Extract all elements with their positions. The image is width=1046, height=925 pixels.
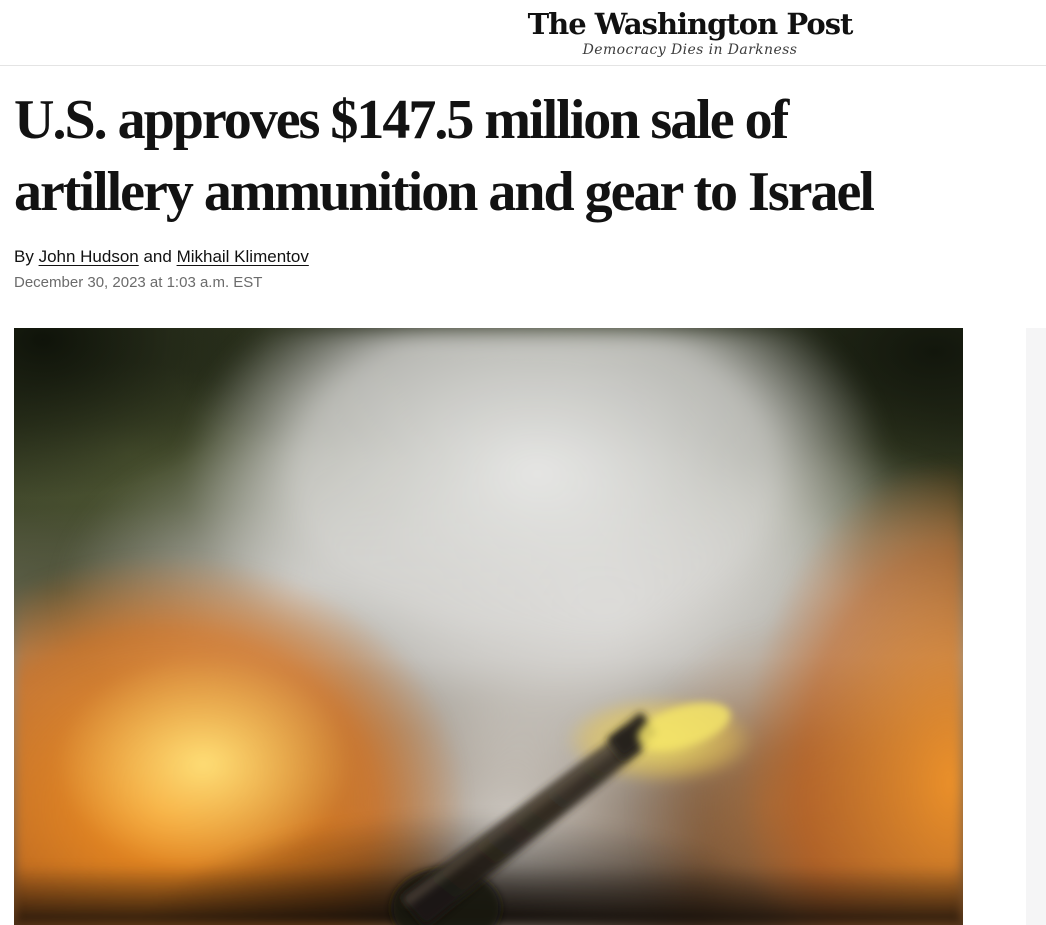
byline: By John Hudson and Mikhail Klimentov — [14, 246, 309, 268]
sidebar-content-edge — [1026, 328, 1046, 925]
article-hero-image — [14, 328, 963, 925]
headline-line-1: U.S. approves $147.5 million sale of — [14, 89, 789, 151]
author-link-john-hudson[interactable]: John Hudson — [38, 247, 139, 266]
byline-separator: and — [138, 247, 177, 266]
author-link-mikhail-klimentov[interactable]: Mikhail Klimentov — [176, 247, 309, 266]
masthead: The Washington Post Democracy Dies in Da… — [527, 7, 854, 59]
masthead-tagline: Democracy Dies in Darkness — [582, 42, 798, 58]
byline-prefix: By — [14, 247, 39, 266]
headline-line-2: artillery ammunition and gear to Israel — [14, 161, 875, 223]
hero-ground-shadow — [14, 328, 963, 925]
washington-post-logo[interactable]: The Washington Post — [527, 7, 854, 41]
publish-date: December 30, 2023 at 1:03 a.m. EST — [14, 274, 263, 291]
header-divider — [0, 65, 1046, 66]
article-headline: U.S. approves $147.5 million sale of art… — [14, 84, 875, 228]
artillery-barrel-graphic — [391, 702, 731, 925]
